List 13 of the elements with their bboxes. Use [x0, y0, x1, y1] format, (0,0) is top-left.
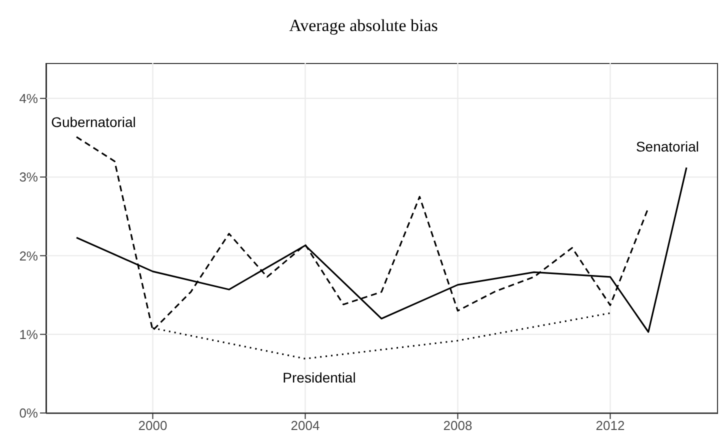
- series-label: Senatorial: [636, 138, 700, 155]
- series-label: Presidential: [282, 370, 356, 386]
- series-label: Gubernatorial: [51, 114, 136, 130]
- x-tick-label: 2004: [290, 418, 320, 434]
- y-tick-label: 4%: [19, 91, 38, 106]
- x-tick-label: 2000: [138, 418, 168, 434]
- chart-title: Average absolute bias: [288, 15, 439, 37]
- x-tick-label: 2012: [596, 418, 625, 434]
- y-tick-label: 0%: [19, 406, 38, 421]
- x-tick-label: 2008: [443, 418, 472, 434]
- y-tick-label: 1%: [19, 326, 38, 342]
- y-tick-label: 2%: [19, 248, 38, 264]
- y-tick-label: 3%: [19, 170, 38, 185]
